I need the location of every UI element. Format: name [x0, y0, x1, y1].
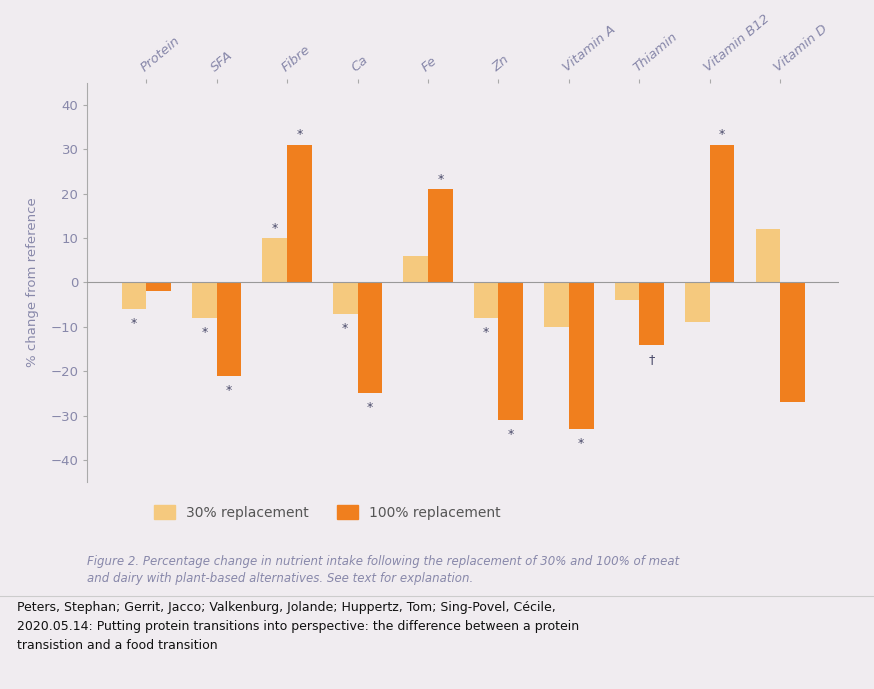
Text: *: * [483, 326, 489, 339]
Text: *: * [272, 222, 278, 234]
Bar [357, 282, 382, 393]
Bar [569, 282, 593, 429]
Bar [288, 145, 312, 282]
Bar [755, 229, 780, 282]
Bar [262, 238, 288, 282]
Bar [403, 256, 428, 282]
Bar [192, 282, 217, 318]
Bar [710, 145, 734, 282]
Text: Figure 2. Percentage change in nutrient intake following the replacement of 30% : Figure 2. Percentage change in nutrient … [87, 555, 680, 568]
Text: *: * [719, 128, 725, 141]
Text: and dairy with plant-based alternatives. See text for explanation.: and dairy with plant-based alternatives.… [87, 572, 474, 585]
Text: *: * [578, 437, 585, 450]
Bar [639, 282, 664, 344]
Text: *: * [342, 322, 349, 335]
Legend: 30% replacement, 100% replacement: 30% replacement, 100% replacement [155, 505, 501, 520]
Bar [217, 282, 241, 376]
Bar [474, 282, 498, 318]
Y-axis label: % change from reference: % change from reference [26, 198, 39, 367]
Text: Peters, Stephan; Gerrit, Jacco; Valkenburg, Jolande; Huppertz, Tom; Sing-Povel, : Peters, Stephan; Gerrit, Jacco; Valkenbu… [17, 601, 556, 614]
Text: †: † [649, 353, 655, 366]
Bar [614, 282, 639, 300]
Bar [121, 282, 146, 309]
Bar [333, 282, 357, 313]
Text: *: * [367, 402, 373, 415]
Bar [498, 282, 524, 420]
Text: *: * [131, 317, 137, 330]
Bar [545, 282, 569, 327]
Text: *: * [296, 128, 302, 141]
Bar [428, 189, 453, 282]
Text: *: * [437, 173, 443, 186]
Text: *: * [201, 326, 207, 339]
Bar [685, 282, 710, 322]
Text: *: * [225, 384, 232, 397]
Bar [780, 282, 805, 402]
Bar [146, 282, 171, 291]
Text: transistion and a food transition: transistion and a food transition [17, 639, 218, 652]
Text: *: * [508, 428, 514, 441]
Text: 2020.05.14: Putting protein transitions into perspective: the difference between: 2020.05.14: Putting protein transitions … [17, 620, 579, 633]
